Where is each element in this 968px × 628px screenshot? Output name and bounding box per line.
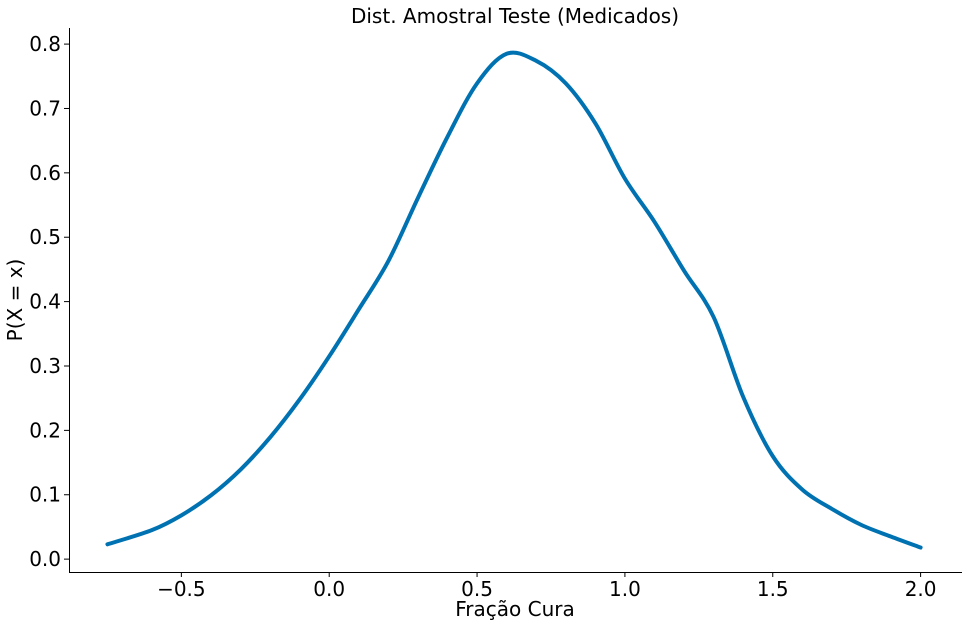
y-axis-ticks: 0.0 0.1 0.2 0.3 0.4 0.5 0.6 0.7 0.8 [29, 32, 69, 571]
y-tick-label: 0.4 [29, 290, 61, 314]
y-tick-label: 0.1 [29, 483, 61, 507]
chart-title: Dist. Amostral Teste (Medicados) [351, 4, 679, 28]
y-tick-label: 0.2 [29, 418, 61, 442]
y-tick-label: 0.3 [29, 354, 61, 378]
x-tick-label: −0.5 [157, 577, 206, 601]
y-tick-label: 0.0 [29, 547, 61, 571]
y-tick-label: 0.6 [29, 161, 61, 185]
x-tick-label: 2.0 [905, 577, 937, 601]
y-axis-label: P(X = x) [3, 259, 27, 342]
y-tick-label: 0.8 [29, 32, 61, 56]
x-tick-label: 0.5 [461, 577, 493, 601]
x-axis-label: Fração Cura [455, 597, 575, 621]
x-axis-ticks: −0.5 0.0 0.5 1.0 1.5 2.0 [157, 572, 937, 601]
x-tick-label: 1.5 [757, 577, 789, 601]
series-line-0 [105, 50, 923, 550]
x-tick-label: 1.0 [609, 577, 641, 601]
x-tick-label: 0.0 [313, 577, 345, 601]
y-tick-label: 0.5 [29, 225, 61, 249]
y-tick-label: 0.7 [29, 96, 61, 120]
series-layer [105, 50, 923, 550]
